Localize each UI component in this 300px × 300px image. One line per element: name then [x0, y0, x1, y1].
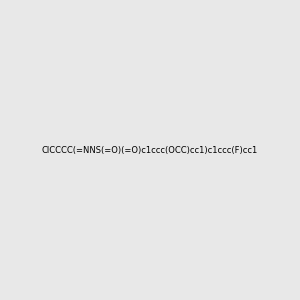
Text: ClCCCC(=NNS(=O)(=O)c1ccc(OCC)cc1)c1ccc(F)cc1: ClCCCC(=NNS(=O)(=O)c1ccc(OCC)cc1)c1ccc(F…	[42, 146, 258, 154]
